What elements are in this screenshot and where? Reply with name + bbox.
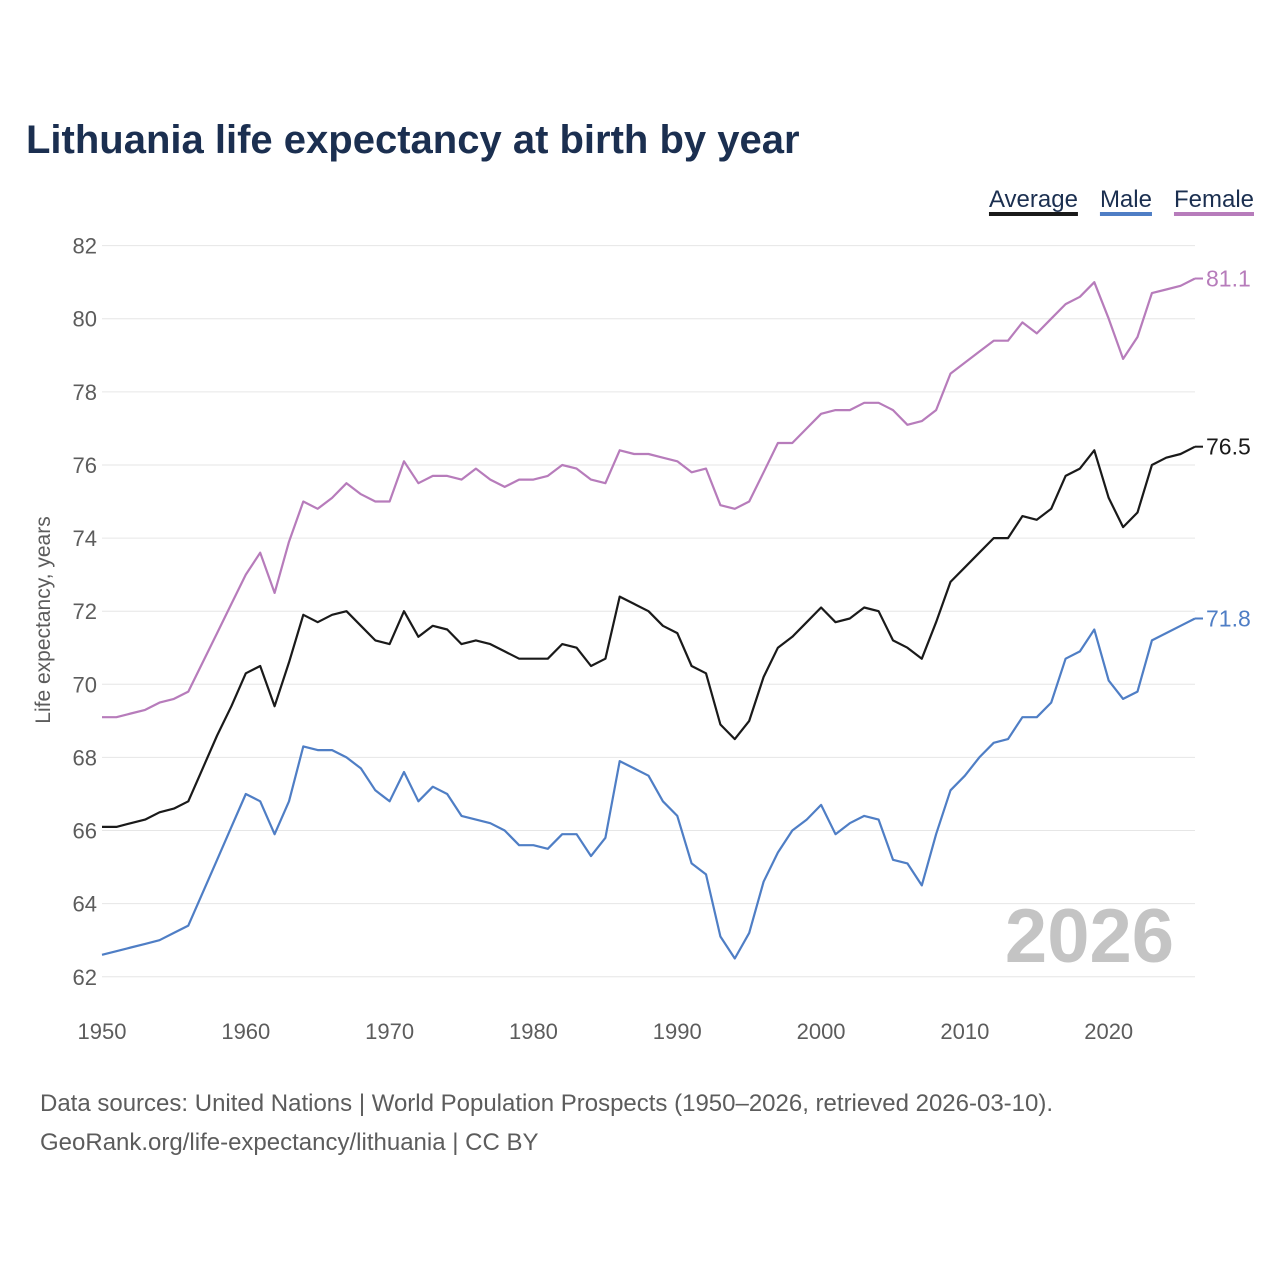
y-tick-label: 82 xyxy=(73,234,97,259)
x-tick-label: 2020 xyxy=(1084,1019,1133,1044)
x-tick-label: 1960 xyxy=(221,1019,270,1044)
y-tick-label: 74 xyxy=(73,526,97,551)
grid xyxy=(102,245,1195,978)
y-tick-label: 70 xyxy=(73,672,97,697)
x-axis: 1950 1960 1970 1980 1990 2000 2010 2020 xyxy=(78,1019,1134,1044)
x-tick-label: 1950 xyxy=(78,1019,127,1044)
series-group xyxy=(101,277,1196,960)
x-tick-label: 1990 xyxy=(653,1019,702,1044)
y-tick-label: 62 xyxy=(73,965,97,990)
legend: Average Male Female xyxy=(988,186,1254,216)
end-labels: 76.5 71.8 81.1 xyxy=(1195,266,1251,632)
y-tick-label: 76 xyxy=(73,453,97,478)
legend-label-average[interactable]: Average xyxy=(989,186,1078,213)
x-tick-label: 2000 xyxy=(797,1019,846,1044)
credit-note: GeoRank.org/life-expectancy/lithuania | … xyxy=(40,1129,538,1156)
y-tick-label: 78 xyxy=(73,380,97,405)
end-label-female: 81.1 xyxy=(1206,266,1251,292)
x-tick-label: 1980 xyxy=(509,1019,558,1044)
y-axis: 62 64 66 68 70 72 74 76 78 80 82 xyxy=(73,234,97,990)
y-tick-label: 72 xyxy=(73,599,97,624)
x-tick-label: 1970 xyxy=(365,1019,414,1044)
legend-label-male[interactable]: Male xyxy=(1100,186,1152,213)
series-line-average xyxy=(102,445,1196,829)
y-axis-title: Life expectancy, years xyxy=(32,516,55,723)
source-note: Data sources: United Nations | World Pop… xyxy=(40,1090,1053,1117)
end-label-average: 76.5 xyxy=(1206,434,1251,460)
end-label-male: 71.8 xyxy=(1206,606,1251,632)
y-tick-label: 68 xyxy=(73,745,97,770)
legend-label-female[interactable]: Female xyxy=(1174,186,1254,213)
series-line-female xyxy=(102,277,1196,719)
x-tick-label: 2010 xyxy=(940,1019,989,1044)
year-watermark: 2026 xyxy=(1005,894,1174,979)
series-line-male xyxy=(101,617,1196,960)
y-tick-label: 64 xyxy=(73,892,97,917)
y-tick-label: 66 xyxy=(73,819,97,844)
y-tick-label: 80 xyxy=(73,307,97,332)
chart-title: Lithuania life expectancy at birth by ye… xyxy=(26,118,800,162)
